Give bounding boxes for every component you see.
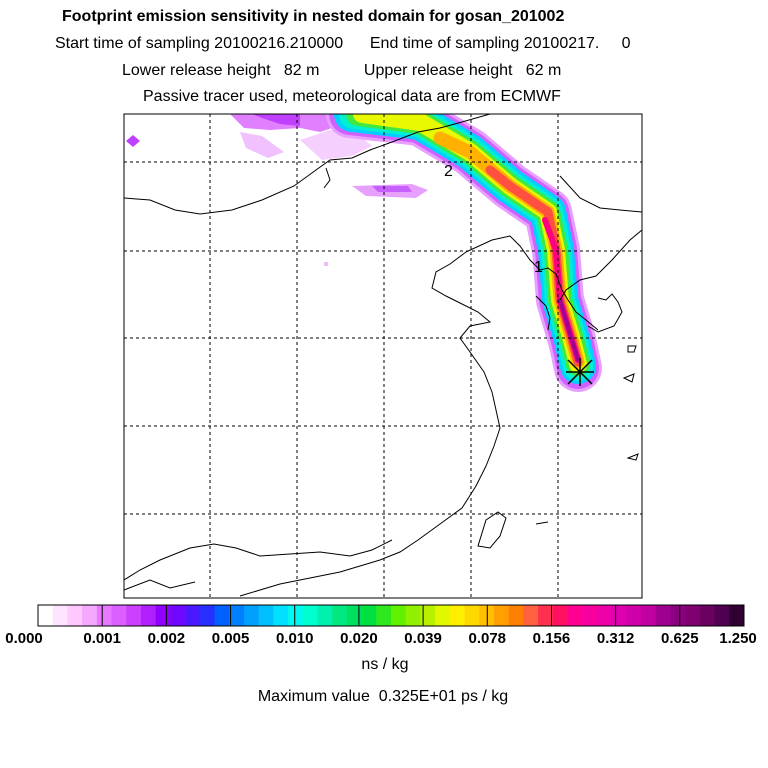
colorbar-cell	[420, 605, 436, 626]
colorbar-cell	[626, 605, 642, 626]
colorbar-cell	[361, 605, 377, 626]
colorbar-cell	[435, 605, 451, 626]
colorbar-tick-label: 0.005	[211, 630, 250, 647]
colorbar-cell	[611, 605, 627, 626]
colorbar-cell	[552, 605, 568, 626]
colorbar-cell	[391, 605, 407, 626]
colorbar-tick-label: 0.002	[147, 630, 186, 647]
colorbar-frame	[37, 604, 745, 627]
colorbar-cell	[493, 605, 510, 626]
maximum-value-label: Maximum value 0.325E+01 ps / kg	[257, 688, 509, 705]
colorbar-cell	[332, 605, 348, 626]
colorbar-tick-label: 0.625	[661, 630, 699, 647]
colorbar-cell	[641, 605, 657, 626]
colorbar-cell	[82, 605, 98, 626]
colorbar-tick-label: 0.039	[404, 630, 442, 647]
colorbar-cell	[346, 605, 362, 626]
colorbar	[37, 604, 745, 627]
colorbar-cell	[229, 605, 245, 626]
colorbar-cell	[126, 605, 142, 626]
trajectory-label-1: 1	[534, 259, 543, 276]
colorbar-cell	[670, 605, 686, 626]
colorbar-cell	[155, 605, 171, 626]
colorbar-units: ns / kg	[361, 656, 409, 673]
colorbar-cell	[582, 605, 598, 626]
coastlines	[124, 114, 642, 597]
colorbar-tick-label: 0.078	[468, 630, 507, 647]
sampling-time-line: Start time of sampling 20100216.210000 E…	[55, 35, 631, 52]
colorbar-cell	[258, 605, 274, 626]
colorbar-cell	[38, 605, 54, 626]
colorbar-tick-label: 0.000	[5, 630, 43, 647]
colorbar-tick-label: 0.156	[532, 630, 571, 647]
colorbar-cell	[170, 605, 186, 626]
colorbar-cell	[140, 605, 157, 626]
colorbar-tick-label: 1.250	[719, 630, 757, 647]
colorbar-cell	[729, 605, 745, 626]
map-frame	[123, 113, 643, 599]
colorbar-cell	[111, 605, 127, 626]
colorbar-cell	[273, 605, 289, 626]
colorbar-cell	[288, 605, 304, 626]
colorbar-cell	[567, 605, 583, 626]
colorbar-cell	[96, 605, 112, 626]
colorbar-tick-label: 0.001	[83, 630, 121, 647]
colorbar-cell	[714, 605, 730, 626]
colorbar-cell	[685, 605, 701, 626]
receptor-star-icon	[566, 358, 594, 386]
plot-title: Footprint emission sensitivity in nested…	[62, 8, 565, 25]
colorbar-tick-label: 0.020	[340, 630, 378, 647]
colorbar-cell	[464, 605, 480, 626]
colorbar-cell	[596, 605, 613, 626]
colorbar-cell	[67, 605, 83, 626]
colorbar-cell	[655, 605, 671, 626]
graticule	[124, 114, 642, 598]
colorbar-cell	[199, 605, 215, 626]
colorbar-cell	[243, 605, 260, 626]
colorbar-cell	[214, 605, 230, 626]
colorbar-cell	[376, 605, 392, 626]
colorbar-cell	[523, 605, 539, 626]
colorbar-cell	[302, 605, 318, 626]
colorbar-cell	[52, 605, 68, 626]
tracer-info-line: Passive tracer used, meteorological data…	[143, 88, 561, 105]
colorbar-cell	[449, 605, 465, 626]
colorbar-cell	[317, 605, 333, 626]
trajectory-label-2: 2	[444, 163, 453, 180]
colorbar-cell	[508, 605, 524, 626]
colorbar-tick-label: 0.010	[275, 630, 314, 647]
colorbar-cell	[699, 605, 715, 626]
colorbar-cell	[538, 605, 554, 626]
colorbar-cell	[185, 605, 201, 626]
plume	[326, 114, 602, 392]
colorbar-tick-label: 0.312	[596, 630, 635, 647]
release-height-line: Lower release height 82 m Upper release …	[122, 62, 562, 79]
colorbar-cell	[405, 605, 421, 626]
